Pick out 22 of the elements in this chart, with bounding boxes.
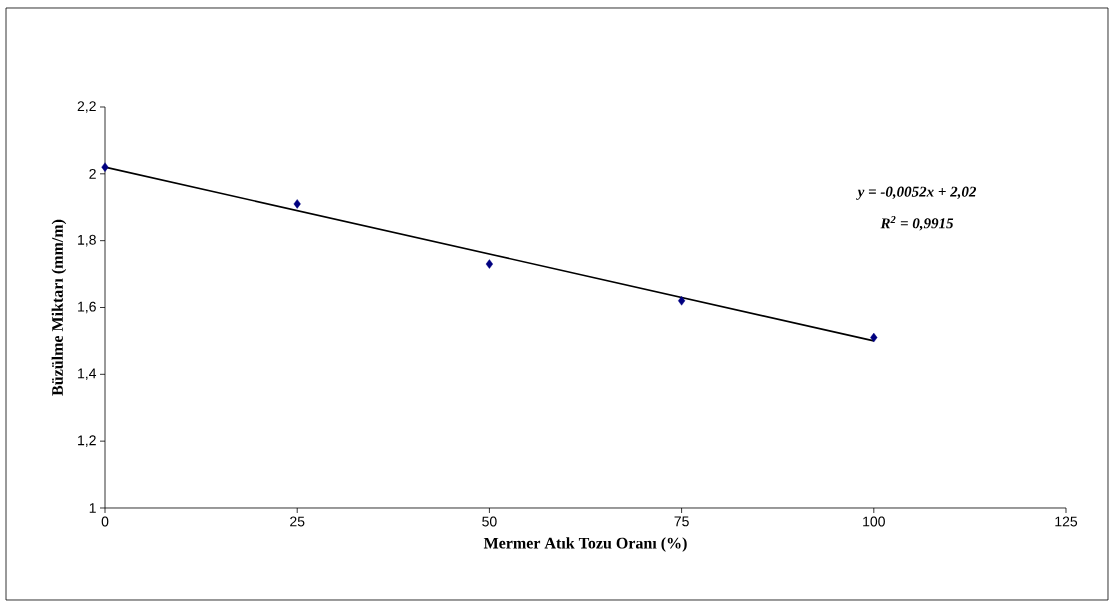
annotation: R$^{2}$ = 0,9915: [880, 216, 954, 231]
y-tick-label: 2,2: [77, 101, 96, 113]
x-axis-title: Mermer Atık Tozu Oranı (%): [483, 537, 687, 552]
y-tick-label: 1,8: [78, 234, 96, 247]
point: [293, 199, 301, 209]
x-tick-label: 25: [290, 516, 305, 527]
x-tick-label: 0: [101, 516, 109, 527]
y-tick-label: 1,2: [78, 435, 96, 447]
y-tick-label: 1: [89, 503, 96, 513]
point: [485, 259, 493, 269]
x-tick-label: 75: [674, 516, 689, 527]
y-tick-label: 1,4: [78, 368, 97, 381]
point: [678, 296, 686, 306]
y-tick-label: 2: [89, 168, 96, 179]
x-tick-label: 125: [1055, 516, 1078, 527]
point: [101, 162, 109, 172]
y-tick-label: 1,6: [78, 301, 96, 314]
point: [870, 332, 878, 343]
x-tick-label: 100: [863, 516, 885, 527]
x-tick-label: 50: [482, 516, 497, 527]
y-axis-title: Büzülme Miktarı (mm/m): [51, 219, 67, 396]
annotation: y = -0,0052x + 2,02: [856, 186, 977, 200]
